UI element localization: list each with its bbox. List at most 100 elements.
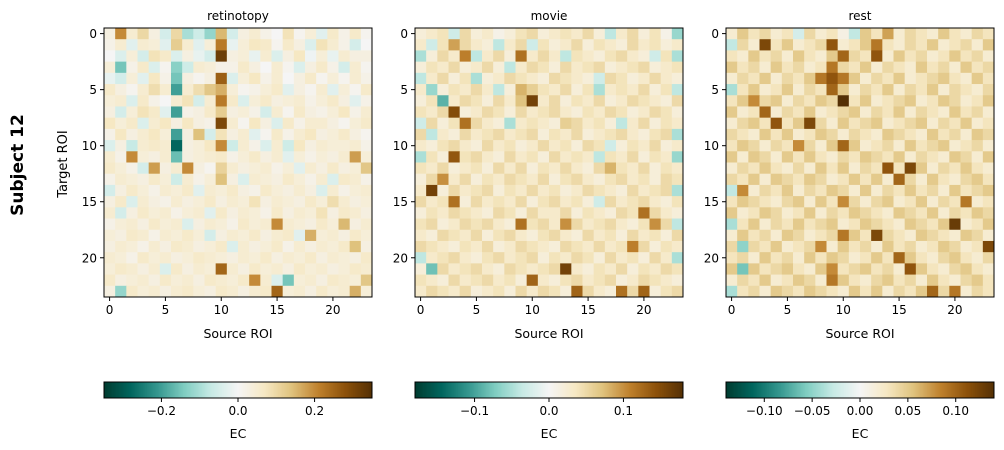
heatmap-cell bbox=[415, 252, 427, 264]
heatmap-cell bbox=[604, 207, 617, 219]
heatmap-cell bbox=[604, 285, 617, 298]
heatmap-cell bbox=[770, 61, 783, 74]
heatmap-cell bbox=[726, 240, 738, 253]
heatmap-cell bbox=[238, 229, 250, 242]
heatmap-cell bbox=[159, 240, 172, 253]
colorbar-segment bbox=[597, 382, 599, 398]
heatmap-cell bbox=[660, 61, 673, 74]
heatmap-cell bbox=[316, 285, 328, 298]
heatmap-cell bbox=[448, 173, 461, 186]
heatmap-cell bbox=[215, 50, 228, 63]
heatmap-cell bbox=[960, 207, 973, 219]
heatmap-cell bbox=[148, 28, 161, 40]
heatmap-cell bbox=[759, 263, 772, 275]
heatmap-cell bbox=[560, 106, 572, 119]
colorbar-segment bbox=[180, 382, 183, 398]
heatmap-cell bbox=[226, 140, 239, 152]
colorbar-segment bbox=[448, 382, 451, 398]
heatmap-cell bbox=[660, 252, 673, 264]
heatmap-cell bbox=[982, 173, 995, 186]
heatmap-cell bbox=[271, 207, 284, 219]
heatmap-cell bbox=[515, 117, 528, 130]
heatmap-cell bbox=[271, 95, 284, 107]
heatmap-cell bbox=[882, 95, 894, 107]
heatmap-cell bbox=[126, 39, 138, 51]
heatmap-cell bbox=[949, 50, 961, 63]
colorbar-segment bbox=[469, 382, 472, 398]
colorbar-segment bbox=[262, 382, 264, 398]
heatmap-cell bbox=[593, 263, 606, 275]
heatmap-cell bbox=[593, 84, 606, 96]
heatmap-cell bbox=[415, 240, 427, 253]
heatmap-cell bbox=[204, 274, 217, 287]
heatmap-cell bbox=[504, 184, 516, 197]
heatmap-cell bbox=[504, 117, 516, 130]
heatmap-cell bbox=[848, 106, 861, 119]
heatmap-cell bbox=[882, 207, 894, 219]
heatmap-cell bbox=[338, 240, 351, 253]
heatmap-cell bbox=[338, 72, 351, 85]
heatmap-cell bbox=[871, 117, 883, 130]
heatmap-cell bbox=[137, 39, 150, 51]
colorbar-segment bbox=[334, 382, 337, 398]
colorbar-segment bbox=[795, 382, 798, 398]
colorbar-segment bbox=[105, 382, 108, 398]
heatmap-cell bbox=[104, 95, 116, 107]
heatmap-cell bbox=[238, 274, 250, 287]
heatmap-cell bbox=[770, 106, 783, 119]
heatmap-cell bbox=[104, 196, 116, 208]
colorbar-segment bbox=[189, 382, 192, 398]
colorbar-segment bbox=[865, 382, 868, 398]
colorbar-segment bbox=[780, 382, 783, 398]
heatmap-cell bbox=[848, 61, 861, 74]
heatmap-cell bbox=[549, 106, 561, 119]
heatmap-cell bbox=[804, 50, 816, 63]
heatmap-cell bbox=[893, 140, 906, 152]
heatmap-cell bbox=[115, 28, 127, 40]
heatmap-cell bbox=[327, 285, 339, 298]
colorbar-segment bbox=[129, 382, 132, 398]
colorbar-segment bbox=[822, 382, 825, 398]
heatmap-cell bbox=[604, 128, 617, 141]
heatmap-cell bbox=[437, 140, 449, 152]
heatmap-cell bbox=[226, 240, 239, 253]
heatmap-cell bbox=[560, 162, 572, 175]
heatmap-cell bbox=[871, 184, 883, 197]
heatmap-cell bbox=[260, 128, 272, 141]
heatmap-cell bbox=[448, 140, 461, 152]
colorbar-segment bbox=[738, 382, 740, 398]
colorbar-segment bbox=[951, 382, 953, 398]
colorbar-segment bbox=[853, 382, 856, 398]
heatmap-cell bbox=[949, 117, 961, 130]
heatmap-cell bbox=[616, 151, 628, 163]
heatmap-cell bbox=[826, 50, 839, 63]
heatmap-cell bbox=[137, 274, 150, 287]
heatmap-cell bbox=[537, 274, 550, 287]
colorbar-segment bbox=[232, 382, 235, 398]
heatmap-cell bbox=[316, 240, 328, 253]
heatmap-cell bbox=[171, 285, 183, 298]
heatmap-cell bbox=[660, 274, 673, 287]
colorbar-segment bbox=[148, 382, 150, 398]
heatmap-cell bbox=[193, 252, 205, 264]
heatmap-cell bbox=[837, 28, 850, 40]
colorbar-segment bbox=[889, 382, 892, 398]
colorbar-segment bbox=[263, 382, 266, 398]
heatmap-cell bbox=[671, 285, 684, 298]
heatmap-cell bbox=[815, 106, 827, 119]
heatmap-cell bbox=[893, 61, 906, 74]
heatmap-cell bbox=[349, 229, 362, 242]
heatmap-cell bbox=[893, 128, 906, 141]
heatmap-cell bbox=[204, 72, 217, 85]
heatmap-cell bbox=[504, 274, 516, 287]
colorbar-segment bbox=[602, 382, 605, 398]
colorbar-segment bbox=[874, 382, 877, 398]
heatmap-cell bbox=[882, 263, 894, 275]
colorbar-segment bbox=[624, 382, 626, 398]
heatmap-cell bbox=[848, 173, 861, 186]
heatmap-cell bbox=[616, 218, 628, 231]
colorbar-segment bbox=[314, 382, 317, 398]
heatmap-cell bbox=[793, 106, 805, 119]
colorbar-segment bbox=[484, 382, 487, 398]
heatmap-cell bbox=[971, 95, 984, 107]
